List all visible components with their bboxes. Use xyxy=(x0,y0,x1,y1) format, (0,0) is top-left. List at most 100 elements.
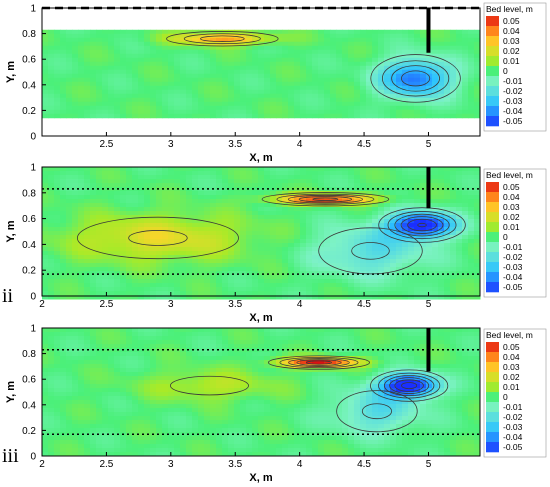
field-cell xyxy=(420,89,427,95)
field-cell xyxy=(204,109,211,115)
field-cell xyxy=(174,271,181,276)
field-cell xyxy=(270,279,277,284)
field-cell xyxy=(150,57,157,63)
field-cell xyxy=(78,420,85,425)
field-cell xyxy=(264,271,271,276)
field-cell xyxy=(390,179,397,184)
field-cell xyxy=(108,412,115,417)
field-cell xyxy=(324,223,331,228)
field-cell xyxy=(192,440,199,445)
field-cell xyxy=(102,332,109,337)
field-cell xyxy=(168,97,175,103)
field-cell xyxy=(138,227,145,232)
y-axis-title: Y, m xyxy=(5,61,17,83)
field-cell xyxy=(66,49,73,55)
field-cell xyxy=(360,239,367,244)
field-cell xyxy=(324,97,331,103)
field-cell xyxy=(432,251,439,256)
field-cell xyxy=(378,207,385,212)
field-cell xyxy=(174,372,181,377)
field-cell xyxy=(162,263,169,268)
field-cell xyxy=(60,231,67,236)
field-cell xyxy=(60,171,67,176)
field-cell xyxy=(156,376,163,381)
field-cell xyxy=(396,77,403,83)
field-cell xyxy=(432,223,439,228)
field-cell xyxy=(120,332,127,337)
y-tick-label: 1 xyxy=(30,4,36,15)
field-cell xyxy=(66,364,73,369)
field-cell xyxy=(96,89,103,95)
field-cell xyxy=(444,251,451,256)
field-cell xyxy=(132,77,139,83)
field-cell xyxy=(42,77,49,83)
field-cell xyxy=(366,263,373,268)
field-cell xyxy=(474,279,481,284)
field-cell xyxy=(114,89,121,95)
field-cell xyxy=(156,255,163,260)
field-cell xyxy=(198,336,205,341)
field-cell xyxy=(174,444,181,449)
field-cell xyxy=(324,49,331,55)
field-cell xyxy=(318,255,325,260)
field-cell xyxy=(168,275,175,280)
field-cell xyxy=(210,207,217,212)
field-cell xyxy=(438,259,445,264)
field-cell xyxy=(192,263,199,268)
field-cell xyxy=(252,219,259,224)
field-cell xyxy=(288,85,295,91)
field-cell xyxy=(294,291,301,296)
field-cell xyxy=(414,295,421,300)
field-cell xyxy=(264,207,271,212)
field-cell xyxy=(246,259,253,264)
field-cell xyxy=(312,239,319,244)
field-cell xyxy=(270,243,277,248)
field-cell xyxy=(138,231,145,236)
field-cell xyxy=(120,263,127,268)
field-cell xyxy=(180,29,187,35)
field-cell xyxy=(84,49,91,55)
field-cell xyxy=(444,33,451,39)
field-cell xyxy=(54,412,61,417)
field-cell xyxy=(108,207,115,212)
field-cell xyxy=(174,29,181,35)
field-cell xyxy=(444,271,451,276)
field-cell xyxy=(318,97,325,103)
field-cell xyxy=(396,251,403,256)
field-cell xyxy=(66,61,73,67)
field-cell xyxy=(42,211,49,216)
field-cell xyxy=(132,85,139,91)
field-cell xyxy=(120,328,127,333)
field-cell xyxy=(198,295,205,300)
field-cell xyxy=(228,263,235,268)
field-cell xyxy=(414,263,421,268)
field-cell xyxy=(78,283,85,288)
field-cell xyxy=(228,239,235,244)
field-cell xyxy=(450,283,457,288)
field-cell xyxy=(84,380,91,385)
field-cell xyxy=(192,33,199,39)
field-cell xyxy=(156,65,163,71)
field-cell xyxy=(336,85,343,91)
field-cell xyxy=(360,97,367,103)
field-cell xyxy=(60,291,67,296)
field-cell xyxy=(390,239,397,244)
field-cell xyxy=(396,211,403,216)
field-cell xyxy=(120,239,127,244)
field-cell xyxy=(402,191,409,196)
field-cell xyxy=(90,291,97,296)
field-cell xyxy=(414,89,421,95)
field-cell xyxy=(126,259,133,264)
field-cell xyxy=(114,175,121,180)
field-cell xyxy=(276,231,283,236)
field-cell xyxy=(216,291,223,296)
field-cell xyxy=(228,49,235,55)
field-cell xyxy=(114,372,121,377)
field-cell xyxy=(276,219,283,224)
field-cell xyxy=(264,33,271,39)
field-cell xyxy=(306,81,313,87)
field-cell xyxy=(138,432,145,437)
field-cell xyxy=(432,29,439,35)
field-cell xyxy=(198,271,205,276)
field-cell xyxy=(246,287,253,292)
